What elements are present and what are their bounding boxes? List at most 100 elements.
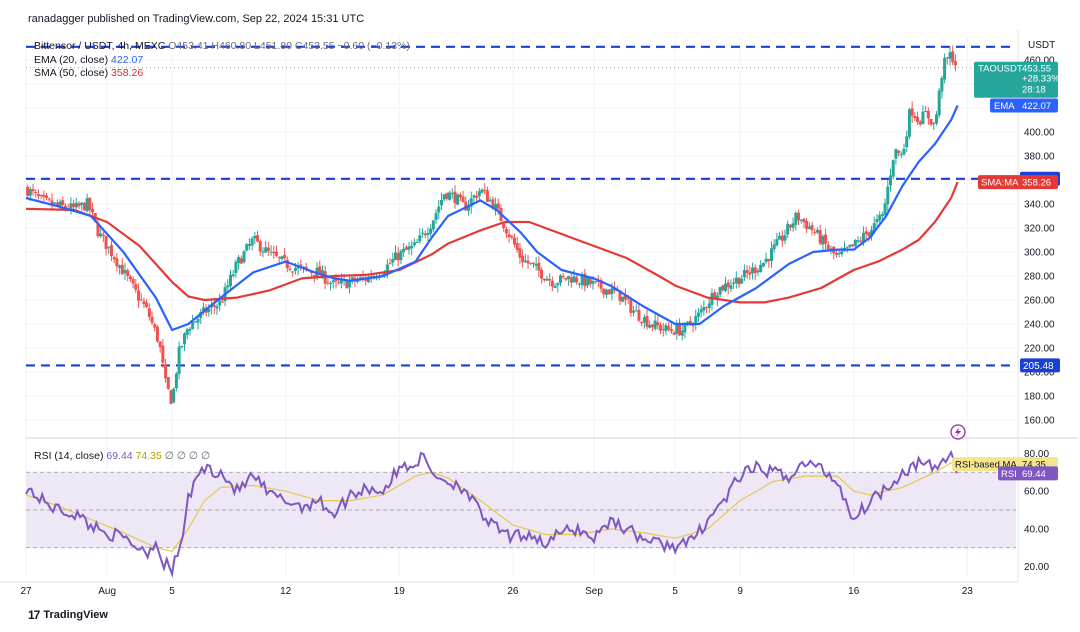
candle-body [134, 284, 138, 290]
candle-body [288, 268, 292, 270]
candle-body [756, 270, 760, 273]
candle-body [897, 150, 901, 154]
ema-line [25, 105, 959, 332]
rsi-legend[interactable]: RSI (14, close) 69.44 74.35 ∅ ∅ ∅ ∅ [34, 450, 210, 462]
candle-body [656, 322, 660, 326]
candle-body [629, 299, 633, 313]
ema-legend[interactable]: EMA (20, close) 422.07 [34, 54, 143, 66]
candle-body [940, 77, 944, 92]
rsi-ma-legend-value: 74.35 [135, 450, 162, 462]
candle-body [621, 296, 625, 302]
candle-body [769, 248, 773, 262]
last-price-change: +28.33% [1022, 74, 1060, 85]
candle-body [537, 262, 541, 271]
candle-body [188, 328, 192, 331]
candle-body [883, 203, 887, 215]
candle-body [139, 299, 143, 301]
candle-body [737, 277, 741, 285]
candle-body [85, 198, 89, 212]
rsi-line [25, 449, 958, 578]
candle-body [567, 276, 571, 280]
candle-body [851, 244, 855, 247]
candle-body [220, 301, 224, 303]
price-tick-label: 460.00 [1024, 56, 1055, 67]
candle-body [675, 324, 679, 334]
candle-body [926, 110, 930, 119]
candle-body [147, 308, 151, 317]
candle-body [80, 202, 84, 205]
candle-body [732, 282, 736, 284]
candle-body [564, 277, 568, 280]
candle-body [913, 116, 917, 119]
candle-body [561, 276, 565, 278]
candle-body [196, 318, 200, 323]
candle-body [429, 228, 433, 234]
candle-body [607, 289, 611, 295]
candle-body [824, 234, 828, 244]
candle-body [337, 282, 341, 284]
candle-body [678, 324, 682, 336]
candle-body [761, 262, 765, 267]
candle-body [778, 235, 782, 240]
candle-body [326, 282, 330, 284]
candle-body [491, 199, 495, 209]
candle-body [694, 316, 698, 325]
candle-body [388, 263, 392, 265]
candle-body [285, 259, 289, 269]
candle-body [504, 229, 508, 234]
candle-body [109, 245, 113, 257]
candle-body [312, 274, 316, 277]
candle-body [699, 309, 703, 313]
candle-body [53, 202, 57, 204]
level-price-tag: 205.48 [1023, 361, 1054, 372]
candle-body [721, 285, 725, 291]
candle-body [226, 285, 230, 288]
candle-body [513, 237, 517, 245]
candle-body [174, 373, 178, 389]
candle-body [934, 114, 938, 124]
sma-legend-label: SMA (50, close) [34, 67, 109, 79]
tradingview-footer[interactable]: 17 TradingView [28, 608, 108, 622]
candle-body [445, 193, 449, 199]
candle-body [126, 270, 130, 276]
candle-body [921, 111, 925, 125]
candle-body [786, 223, 790, 235]
candle-body [166, 377, 170, 389]
candle-body [599, 280, 603, 289]
candle-body [542, 278, 546, 281]
candle-body [878, 215, 882, 221]
rsi-legend-extra: ∅ ∅ ∅ ∅ [164, 450, 211, 462]
candle-body [82, 202, 86, 211]
candle-body [667, 326, 671, 330]
candle-body [104, 235, 108, 249]
candle-body [155, 326, 159, 342]
candle-body [421, 232, 425, 234]
candle-body [242, 251, 246, 263]
price-tick-label: 240.00 [1024, 320, 1055, 331]
candle-body [861, 232, 865, 243]
candle-body [228, 274, 232, 287]
candle-body [669, 329, 673, 332]
candle-body [583, 273, 587, 287]
candle-body [634, 310, 638, 312]
candle-body [791, 223, 795, 228]
candle-body [218, 300, 222, 306]
candle-body [932, 122, 936, 124]
candle-body [396, 253, 400, 261]
candle-body [713, 292, 717, 298]
time-tick-label: 12 [280, 586, 292, 597]
candle-body [345, 280, 349, 289]
candle-body [310, 271, 314, 274]
candle-body [469, 198, 473, 207]
time-tick-label: 16 [848, 586, 860, 597]
rsi-tick-label: 80.00 [1024, 449, 1049, 460]
time-tick-label: 5 [169, 586, 175, 597]
sma-legend[interactable]: SMA (50, close) 358.26 [34, 67, 143, 79]
candle-body [63, 205, 67, 209]
candle-body [788, 224, 792, 228]
candle-body [402, 248, 406, 253]
candle-body [604, 289, 608, 295]
symbol-name: Bittensor / USDT, 4h, MEXC [34, 40, 166, 52]
candle-body [618, 290, 622, 301]
